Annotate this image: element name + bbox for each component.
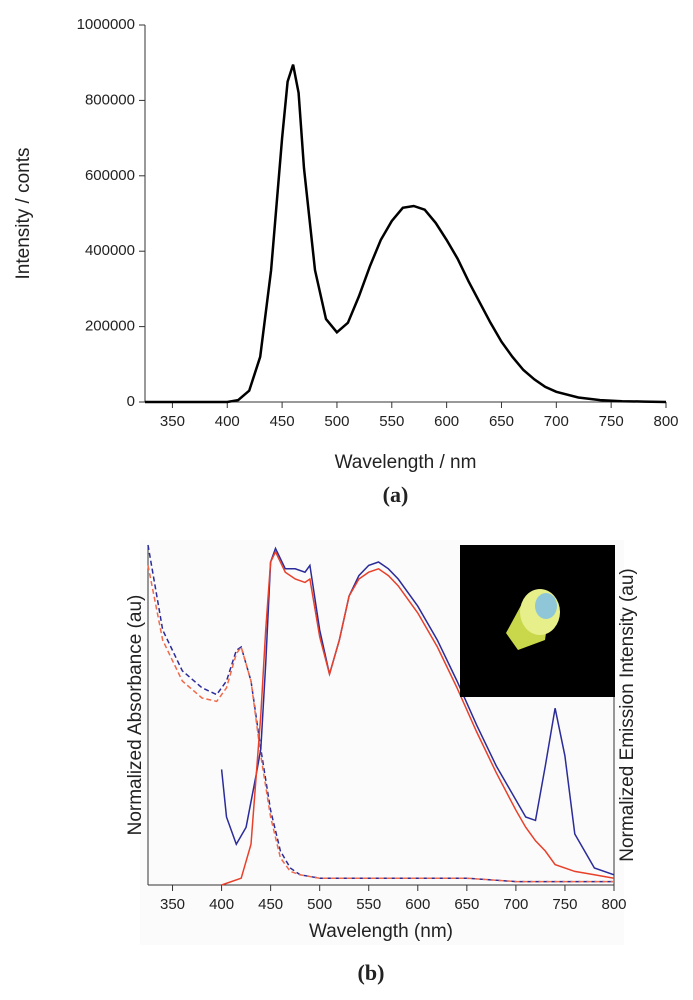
y-axis-label: Intensity / conts bbox=[13, 147, 34, 279]
line-series bbox=[221, 550, 615, 886]
x-tick-label: 600 bbox=[405, 896, 430, 913]
x-tick-label: 350 bbox=[160, 896, 185, 913]
y-tick-label: 200000 bbox=[85, 318, 135, 335]
y2-axis-label: Normalized Emission Intensity (au) bbox=[617, 568, 638, 862]
x-tick-label: 750 bbox=[552, 896, 577, 913]
y-tick-label: 600000 bbox=[85, 167, 135, 184]
inset-led bbox=[506, 589, 560, 650]
x-tick-label: 550 bbox=[356, 896, 381, 913]
x-tick-label: 400 bbox=[215, 413, 240, 430]
y-tick-label: 800000 bbox=[85, 91, 135, 108]
x-tick-label: 800 bbox=[601, 896, 626, 913]
line-series bbox=[220, 546, 615, 876]
y-tick-label: 0 bbox=[127, 393, 135, 410]
x-tick-label: 600 bbox=[434, 413, 459, 430]
x-tick-label: 350 bbox=[160, 413, 185, 430]
x-tick-label: 700 bbox=[544, 413, 569, 430]
x-tick-label: 500 bbox=[307, 896, 332, 913]
x-tick-label: 700 bbox=[503, 896, 528, 913]
x-axis-label: Wavelength (nm) bbox=[309, 921, 453, 942]
line-series bbox=[147, 565, 614, 883]
y-axis-label: Normalized Absorbance (au) bbox=[125, 595, 146, 836]
x-tick-label: 450 bbox=[270, 413, 295, 430]
x-tick-label: 500 bbox=[324, 413, 349, 430]
x-tick-label: 800 bbox=[653, 413, 678, 430]
x-axis-label: Wavelength / nm bbox=[335, 452, 477, 473]
caption: (a) bbox=[383, 482, 409, 507]
y-tick-label: 400000 bbox=[85, 242, 135, 259]
line-series bbox=[147, 544, 614, 883]
y-tick-label: 1000000 bbox=[77, 16, 135, 33]
x-tick-label: 550 bbox=[379, 413, 404, 430]
x-tick-label: 650 bbox=[489, 413, 514, 430]
x-tick-label: 750 bbox=[599, 413, 624, 430]
x-tick-label: 400 bbox=[209, 896, 234, 913]
caption: (b) bbox=[358, 960, 385, 985]
x-tick-label: 450 bbox=[258, 896, 283, 913]
x-tick-label: 650 bbox=[454, 896, 479, 913]
line-series bbox=[145, 64, 667, 404]
